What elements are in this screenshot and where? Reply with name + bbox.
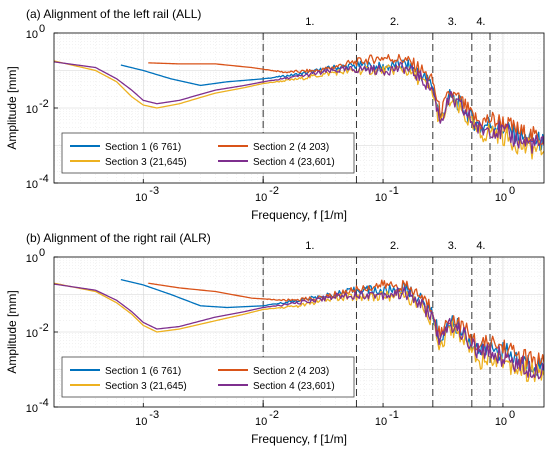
y-tick-exponent: -4 bbox=[39, 397, 49, 409]
region-label-2: 2. bbox=[390, 16, 399, 28]
x-tick-label: 10 bbox=[375, 192, 387, 204]
series-group bbox=[54, 278, 544, 383]
y-tick-label: 10 bbox=[26, 179, 38, 191]
x-tick-exponent: 0 bbox=[509, 185, 515, 197]
chart-title: (b) Alignment of the right rail (ALR) bbox=[26, 231, 211, 245]
y-tick-exponent: -2 bbox=[39, 98, 49, 110]
x-tick-exponent: -3 bbox=[149, 409, 159, 421]
region-label-3: 3. bbox=[448, 240, 457, 252]
y-tick-exponent: -2 bbox=[39, 322, 49, 334]
legend-label-2: Section 2 (4 203) bbox=[253, 366, 329, 377]
legend-label-1: Section 1 (6 761) bbox=[105, 142, 181, 153]
legend-box bbox=[61, 356, 355, 398]
x-tick-label: 10 bbox=[255, 416, 267, 428]
y-tick-exponent: 0 bbox=[39, 247, 45, 259]
y-tick-exponent: 0 bbox=[39, 23, 45, 35]
x-tick-exponent: -2 bbox=[269, 409, 279, 421]
legend-label-4: Section 4 (23,601) bbox=[253, 381, 335, 392]
region-label-3: 3. bbox=[448, 16, 457, 28]
grid bbox=[54, 33, 544, 184]
series-line-4 bbox=[54, 283, 544, 380]
x-axis-label: Frequency, f [1/m] bbox=[251, 208, 347, 222]
region-label-4: 4. bbox=[476, 16, 485, 28]
y-tick-label: 10 bbox=[26, 29, 38, 41]
x-tick-label: 10 bbox=[495, 192, 507, 204]
x-tick-exponent: -1 bbox=[389, 409, 399, 421]
x-tick-label: 10 bbox=[255, 192, 267, 204]
x-tick-label: 10 bbox=[135, 416, 147, 428]
y-tick-label: 10 bbox=[26, 253, 38, 265]
legend-box bbox=[61, 132, 355, 174]
y-tick-label: 10 bbox=[26, 104, 38, 116]
region-label-1: 1. bbox=[305, 240, 314, 252]
region-label-1: 1. bbox=[305, 16, 314, 28]
region-label-2: 2. bbox=[390, 240, 399, 252]
legend-label-3: Section 3 (21,645) bbox=[105, 157, 187, 168]
x-tick-exponent: -2 bbox=[269, 185, 279, 197]
chart-title: (a) Alignment of the left rail (ALL) bbox=[26, 7, 201, 21]
x-tick-exponent: -1 bbox=[389, 185, 399, 197]
x-tick-exponent: -3 bbox=[149, 185, 159, 197]
x-tick-label: 10 bbox=[375, 416, 387, 428]
region-label-4: 4. bbox=[476, 240, 485, 252]
legend-label-2: Section 2 (4 203) bbox=[253, 142, 329, 153]
x-tick-label: 10 bbox=[135, 192, 147, 204]
y-tick-label: 10 bbox=[26, 403, 38, 415]
legend-label-3: Section 3 (21,645) bbox=[105, 381, 187, 392]
x-tick-exponent: 0 bbox=[509, 409, 515, 421]
x-tick-label: 10 bbox=[495, 416, 507, 428]
legend-label-4: Section 4 (23,601) bbox=[253, 157, 335, 168]
series-line-1 bbox=[120, 58, 544, 151]
x-axis-label: Frequency, f [1/m] bbox=[251, 432, 347, 446]
y-axis-label: Amplitude [mm] bbox=[5, 66, 19, 149]
y-tick-exponent: -4 bbox=[39, 173, 49, 185]
y-axis-label: Amplitude [mm] bbox=[5, 290, 19, 373]
y-tick-label: 10 bbox=[26, 328, 38, 340]
legend-label-1: Section 1 (6 761) bbox=[105, 366, 181, 377]
series-line-4 bbox=[54, 61, 544, 154]
series-line-3 bbox=[54, 282, 544, 383]
series-line-2 bbox=[148, 53, 544, 146]
series-group bbox=[54, 53, 544, 160]
